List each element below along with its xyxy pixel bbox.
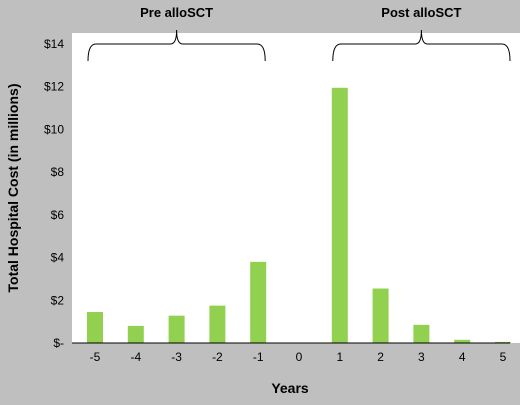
bar-year--1 — [250, 261, 267, 343]
plot-area — [72, 33, 520, 343]
bar-year-5 — [495, 341, 511, 343]
y-tick-label: $- — [53, 336, 64, 350]
bar-year-4 — [454, 339, 471, 343]
y-tick-label: $14 — [44, 37, 64, 51]
x-axis-title: Years — [271, 380, 309, 396]
bar-year-1 — [331, 87, 348, 344]
x-tick-label: -5 — [90, 350, 101, 364]
bar-year--3 — [168, 315, 185, 343]
y-tick-label: $6 — [51, 208, 65, 222]
group-brace-0 — [87, 29, 266, 62]
x-tick-label: -3 — [171, 350, 182, 364]
x-tick-label: 1 — [336, 350, 343, 364]
x-tick-label: 4 — [459, 350, 466, 364]
bar-year-3 — [413, 324, 430, 343]
x-tick-label: 0 — [296, 350, 303, 364]
group-label: Pre alloSCT — [140, 5, 213, 20]
x-tick-label: 2 — [377, 350, 384, 364]
y-tick-label: $12 — [44, 80, 64, 94]
y-tick-label: $8 — [51, 165, 65, 179]
bar-year--2 — [209, 305, 226, 343]
y-tick-label: $2 — [51, 293, 65, 307]
y-tick-label: $4 — [51, 251, 65, 265]
group-label: Post alloSCT — [381, 5, 461, 20]
bar-year-2 — [372, 288, 389, 343]
y-axis-title: Total Hospital Cost (in millions) — [5, 84, 21, 293]
x-tick-label: 5 — [500, 350, 507, 364]
bar-year--4 — [127, 325, 144, 343]
x-tick-label: -1 — [253, 350, 264, 364]
group-brace-1 — [332, 29, 511, 62]
y-tick-label: $10 — [44, 122, 64, 136]
x-tick-label: 3 — [418, 350, 425, 364]
x-tick-label: -4 — [130, 350, 141, 364]
x-tick-label: -2 — [212, 350, 223, 364]
bar-year--5 — [87, 312, 103, 343]
